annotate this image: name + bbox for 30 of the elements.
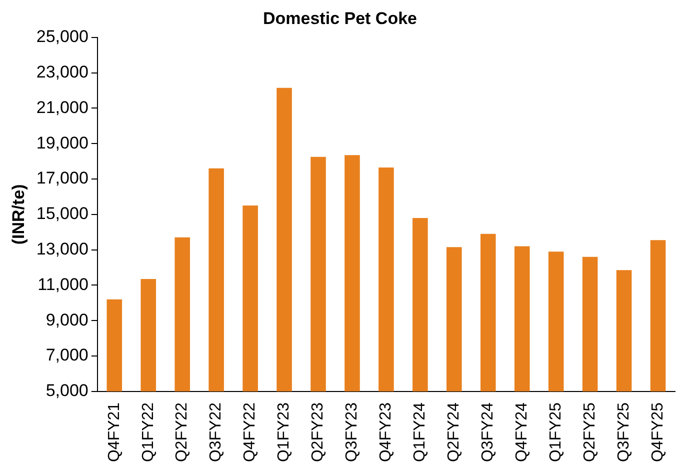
y-tick-label: 19,000	[36, 133, 88, 152]
x-tick-label: Q3FY24	[480, 402, 497, 462]
x-tick-label: Q4FY21	[106, 402, 123, 462]
x-tick-label: Q4FY24	[514, 402, 531, 462]
x-tick-label: Q3FY23	[344, 402, 361, 462]
x-tick-label: Q2FY25	[581, 402, 598, 462]
x-tick-label: Q2FY23	[310, 402, 327, 462]
y-tick-label: 25,000	[36, 27, 88, 46]
x-tick-label: Q4FY25	[649, 402, 666, 462]
x-tick-label: Q2FY24	[446, 402, 463, 462]
y-tick-label: 21,000	[36, 98, 88, 117]
x-tick-label: Q3FY25	[615, 402, 632, 462]
x-tick-label: Q1FY24	[412, 402, 429, 462]
chart-title: Domestic Pet Coke	[263, 8, 417, 28]
y-tick-label: 23,000	[36, 62, 88, 82]
y-tick-label: 17,000	[36, 168, 88, 188]
y-tick-label: 15,000	[36, 204, 88, 224]
x-tick-label: Q1FY22	[140, 402, 157, 462]
y-tick-label: 13,000	[36, 239, 88, 258]
x-tick-label: Q1FY25	[547, 402, 564, 462]
y-tick-label: 7,000	[46, 346, 88, 365]
x-tick-label: Q1FY23	[276, 402, 293, 462]
y-axis-title: (INR/te)	[8, 184, 28, 245]
x-tick-label: Q3FY22	[208, 402, 225, 462]
x-tick-label: Q4FY23	[378, 402, 395, 462]
y-tick-label: 11,000	[38, 274, 88, 294]
y-tick-label: 9,000	[46, 310, 88, 330]
y-tick-label: 5,000	[46, 381, 88, 400]
x-tick-label: Q2FY22	[174, 402, 191, 462]
x-tick-label: Q4FY22	[242, 402, 259, 462]
